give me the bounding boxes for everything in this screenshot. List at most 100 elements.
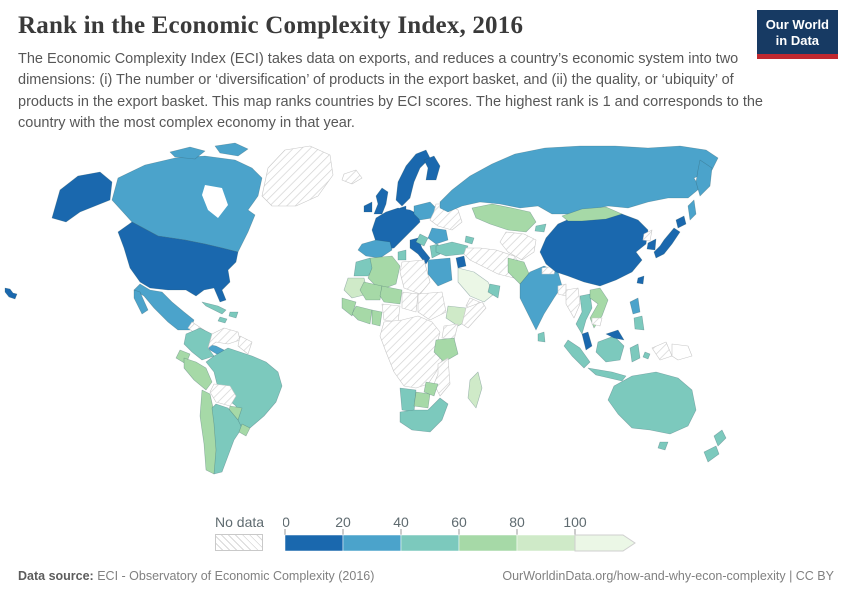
country-ireland[interactable] [363, 201, 373, 213]
country-botswana[interactable] [413, 391, 431, 409]
country-peru[interactable] [183, 357, 213, 391]
country-mexico[interactable] [133, 283, 195, 331]
country-cambodia[interactable] [591, 317, 603, 327]
country-egypt[interactable] [427, 257, 453, 287]
country-kenya[interactable] [441, 323, 459, 341]
country-argentina[interactable] [211, 403, 243, 475]
country-oman-uae[interactable] [487, 283, 501, 299]
country-israel-jordan[interactable] [455, 255, 467, 269]
country-central-asia[interactable] [499, 231, 537, 261]
country-turkey[interactable] [435, 241, 469, 257]
country-india[interactable] [519, 265, 563, 331]
legend-bin-40-60[interactable] [400, 534, 460, 552]
country-caucasus[interactable] [464, 235, 475, 245]
country-ghana[interactable] [371, 309, 383, 327]
country-iceland[interactable] [341, 169, 363, 185]
indonesia-maluku[interactable] [642, 351, 651, 360]
country-kazakhstan[interactable] [471, 203, 537, 233]
hawaii-usa[interactable] [4, 287, 18, 300]
new-zealand-north[interactable] [713, 429, 727, 447]
country-united-states[interactable] [117, 221, 239, 303]
baja-mexico[interactable] [133, 289, 149, 315]
country-kyrgyzstan[interactable] [534, 223, 547, 233]
legend-tick-60: 60 [451, 514, 467, 530]
country-norway-sweden[interactable] [395, 149, 431, 207]
country-taiwan[interactable] [636, 275, 645, 285]
country-namibia[interactable] [399, 387, 417, 413]
country-greenland[interactable] [261, 145, 334, 207]
country-myanmar[interactable] [565, 287, 581, 319]
country-malaysia-peninsula[interactable] [581, 331, 593, 351]
legend-bin-20-40[interactable] [342, 534, 402, 552]
country-nigeria[interactable] [381, 303, 401, 323]
country-north-korea[interactable] [642, 229, 653, 242]
country-chad[interactable] [401, 291, 419, 313]
chart-header: Rank in the Economic Complexity Index, 2… [18, 12, 768, 135]
country-spain-portugal[interactable] [357, 239, 393, 259]
country-finland[interactable] [423, 155, 441, 181]
indonesia-borneo[interactable] [595, 335, 625, 363]
legend-no-data-label: No data [215, 514, 265, 530]
legend-bin-80-100[interactable] [516, 534, 576, 552]
country-united-kingdom[interactable] [373, 187, 389, 215]
arctic-island-2[interactable] [214, 142, 249, 157]
country-china[interactable] [539, 211, 649, 287]
philippines-mindanao[interactable] [633, 315, 645, 331]
legend-tick-40: 40 [393, 514, 409, 530]
country-algeria[interactable] [367, 255, 401, 291]
country-dominican-republic[interactable] [228, 311, 239, 319]
country-saudi-arabia[interactable] [457, 267, 495, 303]
country-mali[interactable] [359, 281, 383, 301]
country-tunisia[interactable] [397, 249, 407, 261]
country-russia[interactable] [439, 145, 719, 215]
country-central-africa[interactable] [379, 315, 443, 389]
indonesia-sulawesi[interactable] [629, 343, 641, 363]
country-venezuela[interactable] [207, 327, 241, 349]
country-guyana-suriname[interactable] [237, 335, 253, 355]
malaysia-borneo-north[interactable] [605, 329, 625, 341]
country-libya[interactable] [399, 259, 431, 295]
country-cuba[interactable] [201, 301, 227, 315]
legend-no-data-swatch[interactable] [215, 534, 263, 551]
country-tanzania[interactable] [433, 337, 459, 363]
country-alaska-usa[interactable] [51, 171, 113, 223]
philippines-luzon[interactable] [629, 297, 641, 315]
legend-no-data[interactable]: No data [215, 514, 265, 551]
country-papua-new-guinea[interactable] [671, 343, 693, 361]
country-mozambique[interactable] [433, 357, 451, 397]
country-somalia[interactable] [461, 301, 487, 329]
country-sudan[interactable] [417, 291, 447, 321]
indonesia-sumatra[interactable] [563, 339, 591, 369]
legend-bin-100-plus[interactable] [574, 534, 636, 552]
data-source-label: Data source: [18, 569, 94, 583]
country-niger[interactable] [379, 285, 403, 305]
owid-logo[interactable]: Our World in Data [756, 10, 838, 60]
country-zimbabwe[interactable] [423, 381, 439, 397]
country-japan-hokkaido[interactable] [675, 215, 687, 229]
owid-logo-line1: Our World [765, 17, 829, 32]
legend-bin-0-20[interactable] [284, 534, 344, 552]
country-balkans[interactable] [415, 233, 429, 247]
country-south-korea[interactable] [646, 238, 657, 251]
russia-kamchatka[interactable] [695, 159, 713, 197]
country-romania-bulgaria[interactable] [427, 227, 449, 245]
legend-bin-60-80[interactable] [458, 534, 518, 552]
credit-link[interactable]: OurWorldinData.org/how-and-why-econ-comp… [502, 569, 834, 583]
country-japan[interactable] [653, 227, 681, 259]
russia-sakhalin[interactable] [687, 199, 697, 221]
indonesia-java[interactable] [587, 367, 627, 382]
country-jamaica[interactable] [217, 316, 228, 324]
country-senegal-guinea[interactable] [341, 297, 357, 317]
country-sri-lanka[interactable] [537, 331, 546, 343]
arctic-island-1[interactable] [169, 146, 206, 160]
country-madagascar[interactable] [467, 371, 483, 409]
country-south-africa[interactable] [399, 397, 449, 433]
australia-tasmania[interactable] [657, 441, 669, 451]
new-guinea-west[interactable] [651, 341, 673, 361]
country-australia[interactable] [607, 371, 697, 435]
country-cote-divoire[interactable] [351, 305, 373, 325]
country-mongolia[interactable] [561, 206, 623, 222]
new-zealand-south[interactable] [703, 445, 720, 463]
country-bangladesh[interactable] [557, 283, 567, 297]
country-uruguay[interactable] [238, 423, 251, 437]
